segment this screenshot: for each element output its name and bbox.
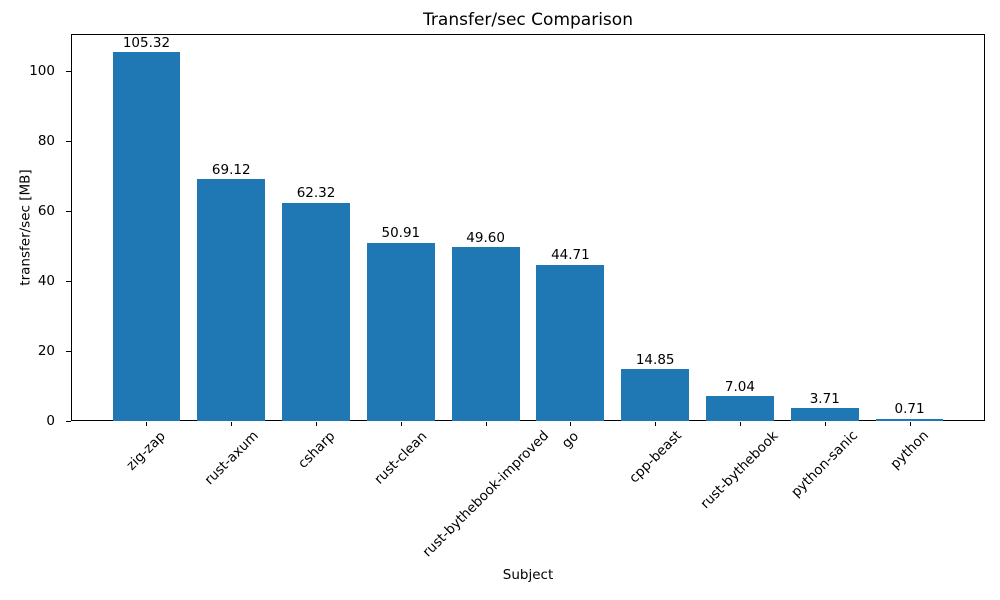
- x-tick-label-zig-zap: zig-zap: [123, 427, 170, 474]
- bar-value-label-python: 0.71: [894, 401, 925, 417]
- bar-value-label-zig-zap: 105.32: [122, 34, 171, 51]
- y-tick-mark: [66, 351, 71, 352]
- bar-value-label-rust-bythebook-improved: 49.60: [466, 229, 505, 246]
- x-tick-label-go: go: [558, 428, 582, 452]
- bar-value-label-python-sanic: 3.71: [809, 390, 840, 407]
- y-axis-label: transfer/sec [MB]: [17, 169, 34, 286]
- x-tick-mark: [400, 422, 402, 426]
- x-tick-mark: [146, 422, 148, 426]
- x-tick-label-rust-bythebook-improved: rust-bythebook-improved: [419, 428, 552, 561]
- x-tick-label-python: python: [887, 427, 933, 473]
- bar-csharp: [282, 202, 350, 421]
- x-tick-label-python-sanic: python-sanic: [788, 427, 862, 501]
- bar-go: [536, 264, 605, 421]
- x-tick-label-rust-clean: rust-clean: [371, 428, 431, 488]
- bar-cpp-beast: [621, 369, 690, 421]
- bar-rust-clean: [366, 242, 435, 421]
- y-tick-label-80: 80: [37, 133, 55, 150]
- x-tick-mark: [824, 422, 826, 426]
- x-axis-label: Subject: [502, 567, 554, 583]
- bar-python-sanic: [790, 408, 859, 421]
- y-tick-label-20: 20: [37, 343, 55, 359]
- y-tick-mark: [66, 71, 71, 73]
- bar-value-label-rust-axum: 69.12: [211, 161, 251, 178]
- x-tick-mark: [655, 422, 657, 426]
- y-tick-label-60: 60: [37, 203, 55, 220]
- bar-rust-bythebook-improved: [451, 247, 520, 421]
- bar-value-label-cpp-beast: 14.85: [635, 351, 675, 368]
- y-tick-mark: [66, 421, 71, 422]
- bar-value-label-csharp: 62.32: [296, 185, 336, 202]
- bar-zig-zap: [112, 52, 181, 421]
- x-tick-mark: [316, 422, 318, 426]
- chart-title: Transfer/sec Comparison: [423, 10, 633, 30]
- bar-python: [875, 418, 944, 421]
- x-tick-label-cpp-beast: cpp-beast: [625, 428, 685, 487]
- y-tick-label-100: 100: [29, 63, 55, 80]
- bar-value-label-rust-clean: 50.91: [381, 225, 421, 242]
- x-tick-mark: [485, 422, 487, 426]
- y-tick-mark: [66, 211, 71, 213]
- x-tick-label-rust-bythebook: rust-bythebook: [697, 428, 782, 513]
- y-tick-mark: [66, 281, 71, 283]
- bar-rust-bythebook: [706, 396, 774, 421]
- bar-rust-axum: [197, 179, 266, 421]
- bar-value-label-go: 44.71: [551, 247, 590, 264]
- bar-value-label-rust-bythebook: 7.04: [724, 378, 755, 395]
- y-tick-mark: [66, 141, 71, 143]
- x-tick-mark: [570, 422, 572, 426]
- x-tick-mark: [231, 422, 233, 426]
- x-tick-mark: [909, 422, 911, 426]
- x-tick-label-csharp: csharp: [294, 427, 338, 472]
- y-tick-label-0: 0: [46, 413, 55, 429]
- y-tick-label-40: 40: [37, 273, 55, 290]
- x-tick-mark: [739, 422, 741, 426]
- x-tick-label-rust-axum: rust-axum: [201, 427, 262, 489]
